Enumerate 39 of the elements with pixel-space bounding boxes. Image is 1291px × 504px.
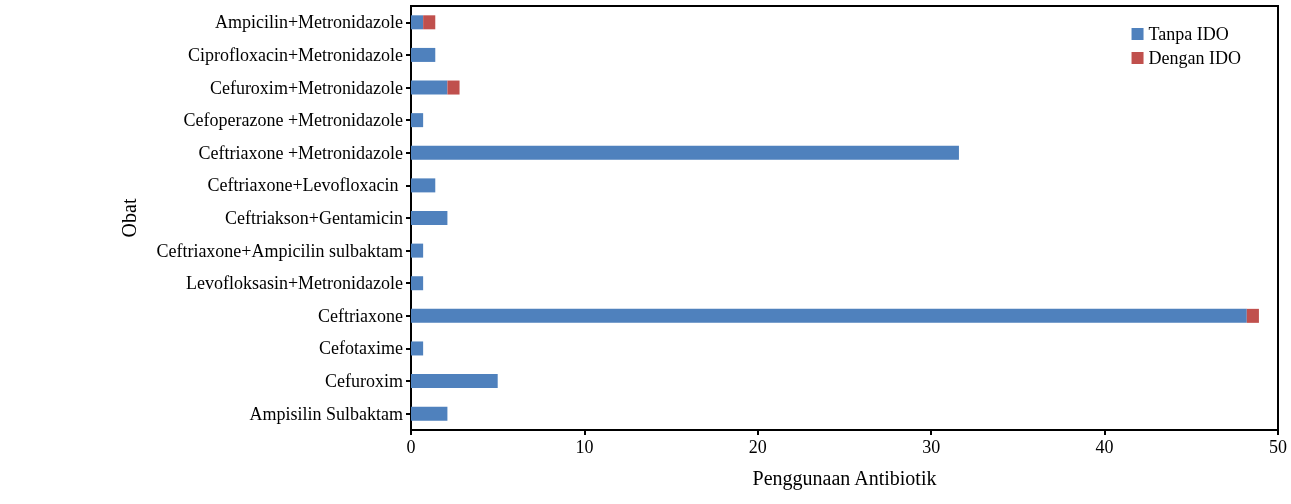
bar: [411, 243, 424, 258]
legend-label: Tanpa IDO: [1148, 24, 1229, 44]
y-tick-label: Cefuroxim: [325, 371, 403, 392]
bar: [411, 113, 424, 128]
y-tick-label: Ceftriaxone+Levofloxacin: [207, 175, 403, 196]
y-tick-label: Ceftriaxone: [318, 305, 404, 326]
y-tick-label: Ampisilin Sulbaktam: [249, 403, 403, 424]
y-tick-label: Cefoperazone +Metronidazole: [183, 110, 403, 131]
x-axis-title: Penggunaan Antibiotik: [752, 467, 937, 490]
x-tick-label: 10: [575, 437, 594, 457]
y-tick-label: Cefuroxim+Metronidazole: [209, 77, 403, 98]
bar: [423, 15, 436, 30]
bar: [411, 308, 1247, 323]
x-tick-label: 20: [748, 437, 767, 457]
y-tick-label: Ceftriaxone +Metronidazole: [198, 142, 404, 163]
y-tick-label: Cefotaxime: [319, 338, 403, 359]
bar: [411, 341, 424, 356]
y-tick-label: Levofloksasin+Metronidazole: [185, 273, 404, 294]
bar: [447, 80, 460, 95]
y-tick-label: Ampicilin+Metronidazole: [214, 12, 403, 33]
x-tick-label: 40: [1095, 437, 1114, 457]
y-axis-title: Obat: [118, 198, 140, 238]
bar: [411, 406, 448, 421]
x-tick-label: 50: [1269, 437, 1287, 457]
bar: [411, 15, 424, 30]
x-tick-label: 30: [922, 437, 941, 457]
x-tick-label: 0: [406, 437, 416, 457]
bar: [411, 178, 436, 193]
bar: [411, 276, 424, 291]
bar: [411, 211, 448, 225]
bar: [1246, 308, 1259, 323]
legend-label: Dengan IDO: [1148, 48, 1242, 68]
y-tick-label: Ciprofloxacin+Metronidazole: [187, 44, 403, 65]
bar: [411, 145, 959, 160]
y-tick-label: Ceftriaxone+Ampicilin sulbaktam: [156, 240, 403, 261]
bar: [411, 374, 498, 389]
y-tick-label: Ceftriakson+Gentamicin: [224, 208, 403, 228]
bar: [411, 47, 436, 62]
bar: [411, 80, 448, 95]
